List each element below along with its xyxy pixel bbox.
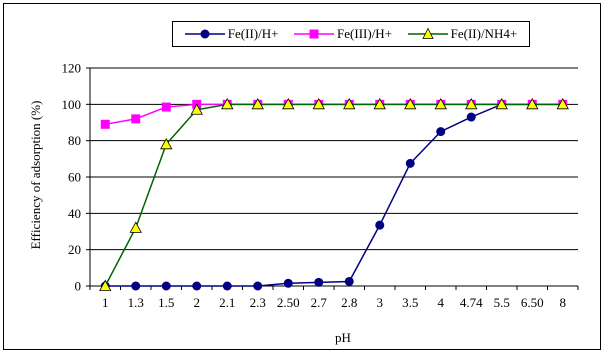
y-tick-label: 120 [62,61,82,76]
data-point [466,112,476,122]
data-point [314,277,324,287]
data-point [251,98,264,110]
legend-entry-series-2: Fe(III)/H+ [294,26,392,42]
series-line-3 [104,103,563,287]
y-tick-label: 100 [62,97,82,112]
gridlines [90,67,578,251]
legend-entry-series-3: Fe(II)/NH4+ [407,26,518,42]
legend-label-series-3: Fe(II)/NH4+ [450,26,518,41]
x-tick-label: 3.5 [402,295,418,310]
axes: 0 20 40 60 80 100 120 1 1.3 1.5 2 2.1 2.3 2.50 2.7 2.8 3… [62,61,579,310]
x-tick-label: 2.7 [311,295,328,310]
data-point [312,98,325,110]
data-point [375,220,385,230]
legend-marker-square [294,29,335,39]
data-point [344,276,354,286]
data-point [161,281,171,291]
series-1 [100,99,568,291]
x-tick-label: 2.50 [277,295,300,310]
data-point [526,98,539,110]
x-tick-label: 4.74 [460,295,483,310]
data-point [404,98,417,110]
data-point [373,98,386,110]
x-tick-label: 5.5 [494,295,510,310]
data-point [465,98,478,110]
data-point [131,281,141,291]
series-layer [99,98,569,291]
x-tick-label: 2.8 [341,295,357,310]
data-point [100,119,110,129]
legend-marker-triangle [407,27,448,39]
x-tick-label: 8 [560,295,567,310]
legend-label-series-1: Fe(II)/H+ [227,26,279,41]
legend-label-series-2: Fe(III)/H+ [337,26,393,41]
data-point [131,114,141,124]
chart-frame [3,3,601,350]
x-tick-label: 1 [102,295,109,310]
x-tick-label: 1.3 [128,295,144,310]
legend-entry-series-1: Fe(II)/H+ [184,26,279,42]
x-tick-label: 6.50 [521,295,544,310]
data-point [556,98,569,110]
data-point [495,98,508,110]
y-tick-label: 40 [68,206,81,221]
y-tick-label: 0 [75,279,82,294]
data-point [221,98,234,110]
data-point [222,281,232,291]
y-tick-label: 20 [68,242,81,257]
y-tick-label: 80 [68,133,81,148]
data-point [434,98,447,110]
x-tick-label: 2.3 [250,295,266,310]
data-point [436,127,446,137]
data-point [405,158,415,168]
data-point [283,278,293,288]
legend-marker-circle [184,29,225,39]
x-tick-label: 3 [377,295,384,310]
x-tick-label: 2.1 [219,295,235,310]
data-point [343,98,356,110]
chart-legend: Fe(II)/H+ Fe(III)/H+ Fe(II)/NH4+ [172,21,530,47]
y-tick-label: 60 [68,170,81,185]
x-axis-title: pH [335,330,351,345]
data-point [192,281,202,291]
data-point [190,103,203,115]
data-point [161,102,171,112]
data-point [160,137,173,150]
x-tick-label: 2 [194,295,201,310]
series-line-1 [105,103,563,287]
data-point [253,281,263,291]
data-point [99,279,112,291]
x-tick-label: 1.5 [158,295,174,310]
data-point [129,221,142,233]
x-tick-label: 4 [438,295,445,310]
data-point [282,98,295,110]
series-3 [99,98,569,291]
y-axis-title: Efficiency of adsorption (%) [28,101,43,250]
